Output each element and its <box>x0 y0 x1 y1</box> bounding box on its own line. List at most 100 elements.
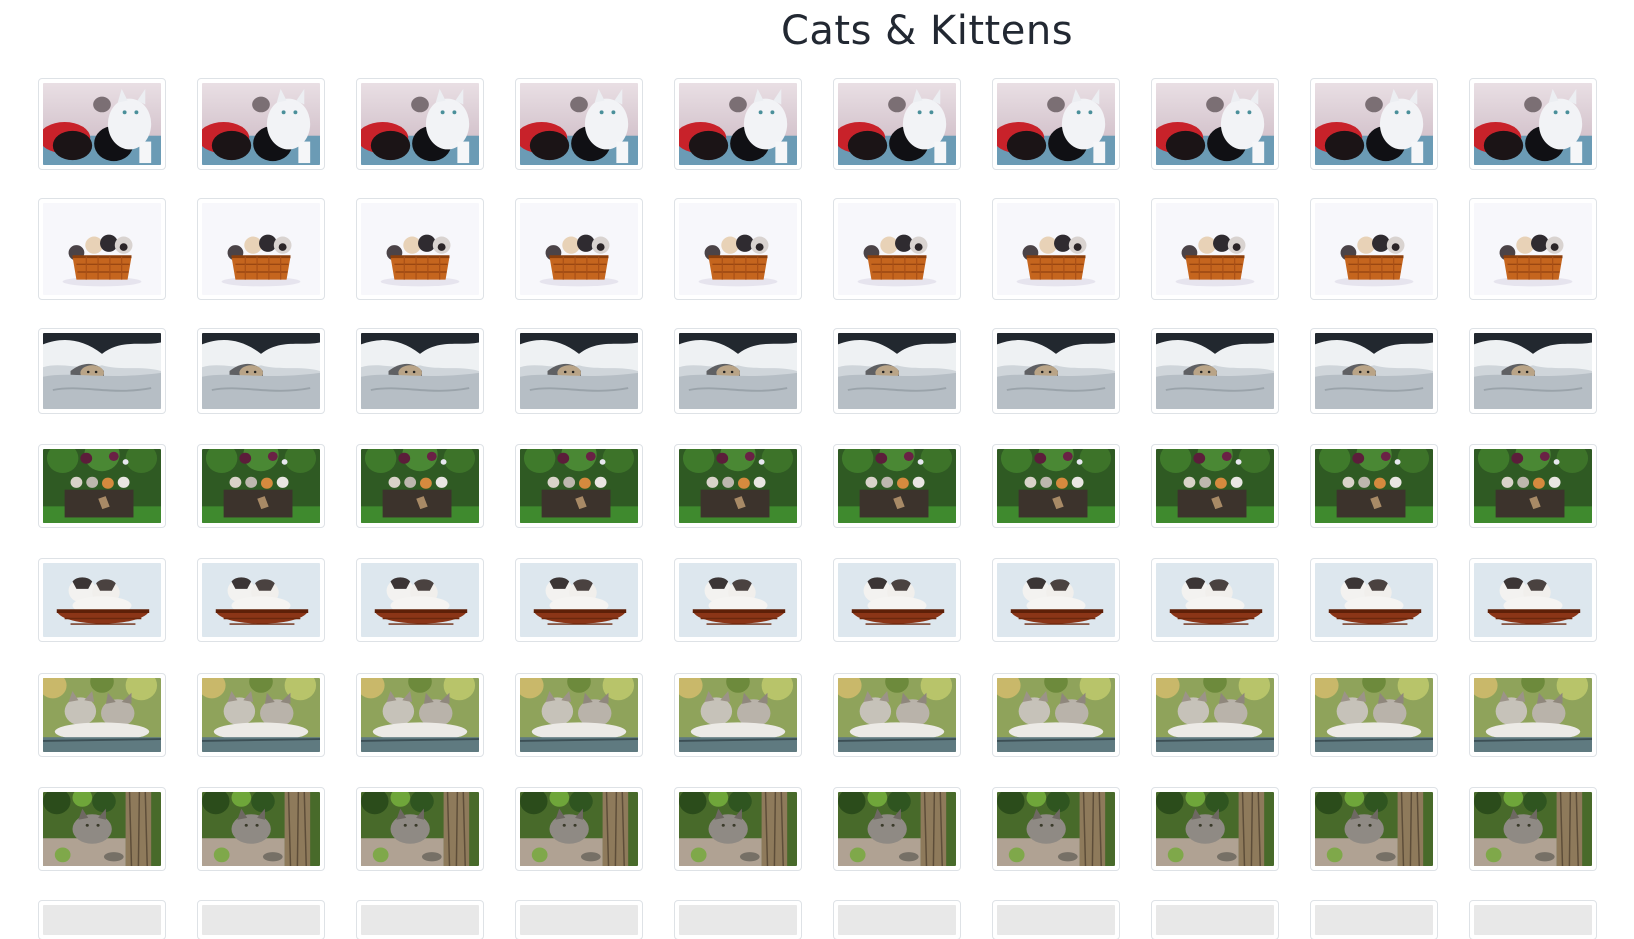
thumbnail-image[interactable] <box>674 444 802 528</box>
thumbnail-image[interactable] <box>38 900 166 939</box>
thumbnail-image[interactable] <box>674 787 802 871</box>
thumbnail-image[interactable] <box>1151 900 1279 939</box>
thumbnail-image[interactable] <box>197 78 325 170</box>
thumbnail-image[interactable] <box>1469 198 1597 300</box>
thumbnail-image[interactable] <box>515 198 643 300</box>
thumbnail-image[interactable] <box>38 673 166 757</box>
thumbnail-image[interactable] <box>674 558 802 642</box>
thumbnail-image[interactable] <box>1469 673 1597 757</box>
thumbnail-image[interactable] <box>1310 900 1438 939</box>
thumbnail-image[interactable] <box>38 198 166 300</box>
thumbnail-image[interactable] <box>1310 787 1438 871</box>
thumbnail-image[interactable] <box>197 328 325 414</box>
thumbnail-image[interactable] <box>197 444 325 528</box>
two-tabby-cats-photo <box>679 678 797 752</box>
thumbnail-image[interactable] <box>992 558 1120 642</box>
thumbnail-image[interactable] <box>992 78 1120 170</box>
thumbnail-image[interactable] <box>833 198 961 300</box>
kittens-in-garden-box-photo <box>679 449 797 523</box>
thumbnail-image[interactable] <box>674 328 802 414</box>
thumbnail-image[interactable] <box>1469 787 1597 871</box>
thumbnail-image[interactable] <box>197 787 325 871</box>
thumbnail-image[interactable] <box>1151 673 1279 757</box>
thumbnail-image[interactable] <box>1469 900 1597 939</box>
thumbnail-image[interactable] <box>1310 673 1438 757</box>
thumbnail-image[interactable] <box>356 558 484 642</box>
thumbnail-image[interactable] <box>515 673 643 757</box>
thumbnail-image[interactable] <box>38 787 166 871</box>
thumbnail-image[interactable] <box>515 444 643 528</box>
kittens-in-basket-photo <box>43 203 161 295</box>
thumbnail-image[interactable] <box>356 787 484 871</box>
thumbnail-image[interactable] <box>515 900 643 939</box>
thumbnail-image[interactable] <box>356 444 484 528</box>
thumbnail-image[interactable] <box>197 673 325 757</box>
thumbnail-image[interactable] <box>833 444 961 528</box>
thumbnail-image[interactable] <box>515 558 643 642</box>
thumbnail-image[interactable] <box>1469 78 1597 170</box>
thumbnail-image[interactable] <box>356 198 484 300</box>
thumbnail-image[interactable] <box>356 78 484 170</box>
thumbnail-image[interactable] <box>1310 78 1438 170</box>
thumbnail-image[interactable] <box>197 198 325 300</box>
thumbnail-image[interactable] <box>356 328 484 414</box>
thumbnail-image[interactable] <box>833 787 961 871</box>
thumbnail-image[interactable] <box>1151 198 1279 300</box>
thumbnail-image[interactable] <box>515 328 643 414</box>
three-kittens-on-blanket-photo <box>520 83 638 165</box>
partial-row-photo <box>1474 905 1592 935</box>
tabby-cat-by-tree-photo <box>1315 792 1433 866</box>
thumbnail-image[interactable] <box>1151 328 1279 414</box>
thumbnail-image[interactable] <box>1469 328 1597 414</box>
thumbnail-image[interactable] <box>992 198 1120 300</box>
thumbnail-image[interactable] <box>833 328 961 414</box>
thumbnail-image[interactable] <box>1310 328 1438 414</box>
thumbnail-image[interactable] <box>992 328 1120 414</box>
thumbnail-image[interactable] <box>992 900 1120 939</box>
thumbnail-image[interactable] <box>197 900 325 939</box>
tabby-cat-by-tree-photo <box>1474 792 1592 866</box>
thumbnail-image[interactable] <box>1310 444 1438 528</box>
thumbnail-image[interactable] <box>1151 787 1279 871</box>
thumbnail-image[interactable] <box>833 558 961 642</box>
thumbnail-image[interactable] <box>356 900 484 939</box>
thumbnail-image[interactable] <box>38 78 166 170</box>
thumbnail-image[interactable] <box>1469 444 1597 528</box>
thumbnail-image[interactable] <box>515 78 643 170</box>
kitten-under-duvet-photo <box>1156 333 1274 409</box>
thumbnail-image[interactable] <box>515 787 643 871</box>
gallery-row <box>38 78 1597 170</box>
thumbnail-image[interactable] <box>38 558 166 642</box>
thumbnail-image[interactable] <box>197 558 325 642</box>
thumbnail-image[interactable] <box>1469 558 1597 642</box>
thumbnail-image[interactable] <box>992 673 1120 757</box>
thumbnail-image[interactable] <box>38 444 166 528</box>
kittens-in-basket-photo <box>679 203 797 295</box>
thumbnail-image[interactable] <box>833 900 961 939</box>
thumbnail-image[interactable] <box>674 900 802 939</box>
thumbnail-image[interactable] <box>1151 558 1279 642</box>
tabby-cat-by-tree-photo <box>997 792 1115 866</box>
three-kittens-on-blanket-photo <box>202 83 320 165</box>
thumbnail-image[interactable] <box>674 198 802 300</box>
tabby-cat-by-tree-photo <box>1156 792 1274 866</box>
kitten-under-duvet-photo <box>1315 333 1433 409</box>
thumbnail-image[interactable] <box>833 673 961 757</box>
two-kittens-in-basket-photo <box>361 563 479 637</box>
thumbnail-image[interactable] <box>1310 558 1438 642</box>
tabby-cat-by-tree-photo <box>202 792 320 866</box>
thumbnail-image[interactable] <box>1151 444 1279 528</box>
thumbnail-image[interactable] <box>1151 78 1279 170</box>
thumbnail-image[interactable] <box>356 673 484 757</box>
partial-row-photo <box>1315 905 1433 935</box>
thumbnail-image[interactable] <box>992 444 1120 528</box>
thumbnail-image[interactable] <box>674 78 802 170</box>
thumbnail-image[interactable] <box>38 328 166 414</box>
thumbnail-image[interactable] <box>1310 198 1438 300</box>
two-tabby-cats-photo <box>520 678 638 752</box>
kitten-under-duvet-photo <box>361 333 479 409</box>
thumbnail-image[interactable] <box>674 673 802 757</box>
thumbnail-image[interactable] <box>992 787 1120 871</box>
thumbnail-image[interactable] <box>833 78 961 170</box>
kittens-in-basket-photo <box>1315 203 1433 295</box>
